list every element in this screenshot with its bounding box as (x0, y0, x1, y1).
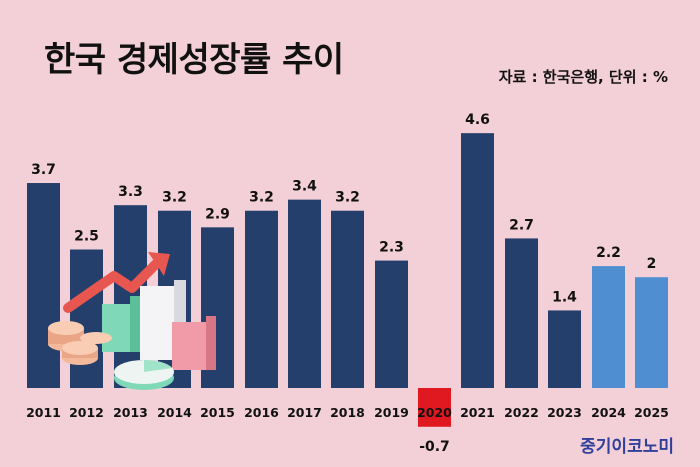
category-label-2019: 2019 (374, 405, 409, 420)
category-label-2022: 2022 (504, 405, 539, 420)
bar-blocks-icon (102, 280, 216, 370)
category-label-2021: 2021 (460, 405, 495, 420)
bar-2020 (418, 388, 451, 427)
value-label-2022: 2.7 (509, 217, 534, 233)
value-label-2024: 2.2 (596, 245, 621, 261)
category-label-2016: 2016 (244, 405, 279, 420)
category-label-2011: 2011 (26, 405, 61, 420)
pie-disc-icon (114, 360, 174, 390)
value-label-2017: 3.4 (292, 179, 317, 195)
category-label-2014: 2014 (157, 405, 192, 420)
coins-icon (48, 321, 112, 365)
value-label-2021: 4.6 (465, 112, 490, 128)
category-label-2023: 2023 (547, 405, 582, 420)
value-label-2016: 3.2 (249, 190, 274, 206)
value-label-2018: 3.2 (335, 190, 360, 206)
category-label-2024: 2024 (591, 405, 626, 420)
bar-2023 (548, 310, 581, 388)
bar-2018 (331, 210, 364, 388)
value-label-2015: 2.9 (205, 206, 230, 222)
category-label-2012: 2012 (69, 405, 104, 420)
bar-2024 (592, 266, 625, 388)
bar-2022 (505, 238, 538, 388)
bar-2017 (288, 199, 321, 388)
chart-title: 한국 경제성장률 추이 (44, 40, 344, 80)
bar-2021 (461, 133, 494, 388)
category-label-2017: 2017 (287, 405, 322, 420)
category-label-2020: 2020 (417, 405, 452, 420)
bar-2011 (27, 183, 60, 388)
brand-logo: 중기이코노미 (580, 437, 674, 457)
category-label-2013: 2013 (113, 405, 148, 420)
category-label-2018: 2018 (330, 405, 365, 420)
value-label-2011: 3.7 (31, 162, 56, 178)
value-label-2023: 1.4 (552, 289, 577, 305)
bar-2025 (635, 277, 668, 388)
growth-illustration (48, 252, 216, 390)
value-label-2020: -0.7 (419, 439, 450, 455)
bar-2012 (70, 249, 103, 388)
bar-2019 (375, 260, 408, 388)
source-note: 자료 : 한국은행, 단위 : % (498, 68, 668, 86)
value-label-2019: 2.3 (379, 240, 404, 256)
bar-2016 (245, 210, 278, 388)
category-label-2025: 2025 (634, 405, 669, 420)
value-label-2012: 2.5 (74, 229, 99, 245)
category-label-2015: 2015 (200, 405, 235, 420)
rising-arrow-icon (63, 252, 170, 313)
value-label-2025: 2 (647, 256, 657, 272)
value-label-2014: 3.2 (162, 190, 187, 206)
value-label-2013: 3.3 (118, 184, 143, 200)
